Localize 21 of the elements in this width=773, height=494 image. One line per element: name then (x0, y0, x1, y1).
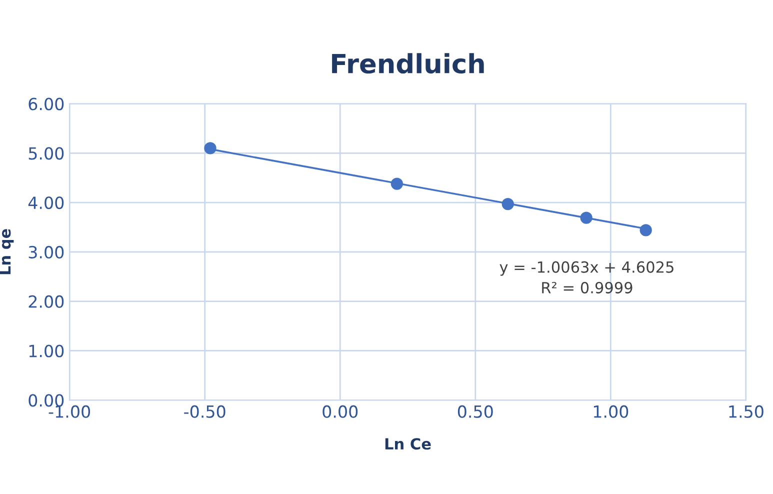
point (580, 212, 592, 224)
y-tick-label: 5.00 (28, 147, 64, 160)
x-tick-label: 0.50 (458, 405, 493, 418)
y-tick-label: 1.00 (29, 344, 64, 358)
point (204, 142, 216, 154)
x-axis-title: Ln Ce (385, 438, 431, 450)
y-tick-label: 3.00 (28, 246, 64, 259)
x-tick-label: -1.00 (48, 405, 90, 418)
x-tick-label: 1.00 (594, 405, 628, 418)
annotation: y = -1.0063x + 4.6025 R² = 0.9999 (500, 261, 674, 294)
point (502, 198, 514, 210)
chart-title: Frendluich (332, 53, 484, 74)
y-tick-label: 4.00 (28, 196, 64, 210)
x-tick-label: 0.00 (322, 405, 358, 418)
point (390, 178, 404, 190)
x-tick-label: 1.50 (729, 405, 764, 418)
y-tick-label: 0.00 (28, 394, 64, 407)
y-tick-label: 2.00 (28, 295, 64, 308)
x-tick-label: -0.50 (184, 405, 226, 418)
y-tick-label: 6.00 (28, 98, 64, 110)
point (640, 224, 652, 236)
